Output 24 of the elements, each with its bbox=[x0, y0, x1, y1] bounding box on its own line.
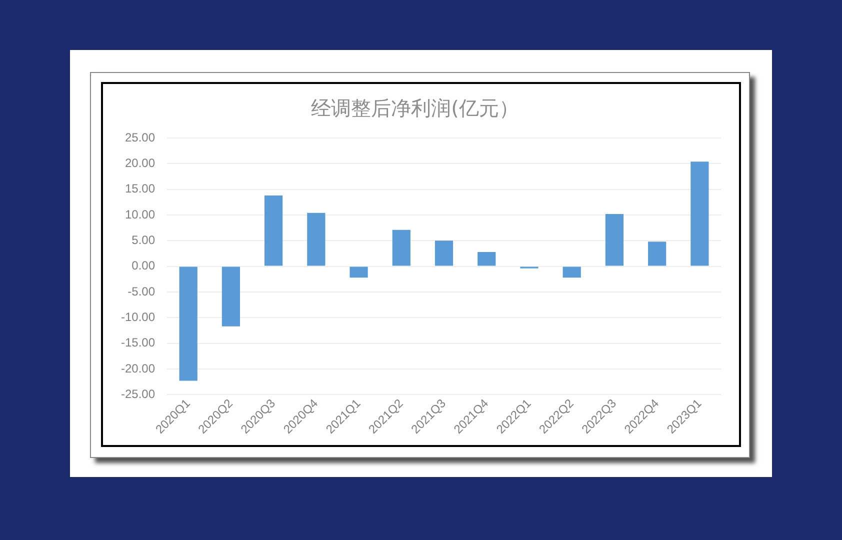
bar bbox=[264, 195, 283, 266]
bar bbox=[478, 252, 496, 266]
bar bbox=[179, 266, 198, 381]
y-tick-label: -15.00 bbox=[120, 336, 156, 350]
bar bbox=[307, 212, 326, 266]
bar bbox=[392, 230, 410, 266]
y-tick-label: 20.00 bbox=[124, 156, 156, 170]
y-tick-label: 10.00 bbox=[124, 207, 156, 222]
y-tick-label: 0.00 bbox=[132, 258, 156, 273]
y-tick-label: -10.00 bbox=[120, 310, 156, 324]
bar bbox=[605, 214, 624, 266]
bar bbox=[562, 266, 581, 278]
y-tick-label: 15.00 bbox=[124, 182, 156, 196]
y-tick-label: -5.00 bbox=[128, 284, 156, 298]
bar bbox=[690, 162, 709, 266]
y-tick-label: -20.00 bbox=[120, 361, 156, 376]
y-tick-label: 5.00 bbox=[132, 232, 156, 247]
chart-title: 经调整后净利润(亿元） bbox=[311, 96, 519, 120]
bar bbox=[648, 242, 666, 266]
bar bbox=[350, 266, 368, 278]
bar bbox=[434, 240, 454, 266]
y-tick-label: 25.00 bbox=[124, 130, 156, 144]
bar bbox=[222, 266, 240, 326]
y-tick-label: -25.00 bbox=[120, 386, 156, 401]
